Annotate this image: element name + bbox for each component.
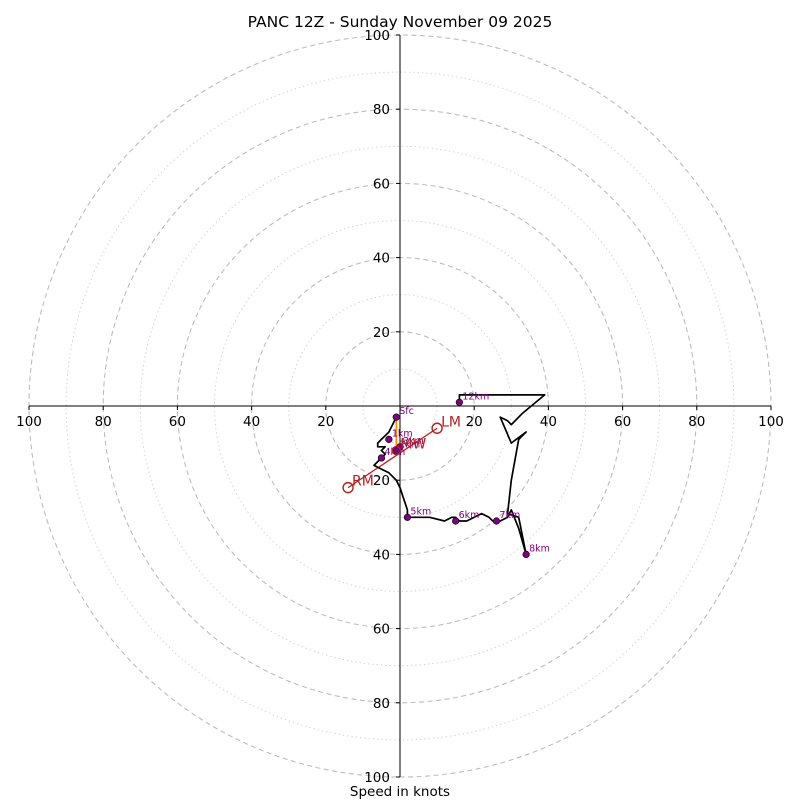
height-label-2km: 2km bbox=[399, 440, 420, 451]
x-tick-label: 40 bbox=[540, 414, 557, 430]
storm-marker-mw bbox=[391, 445, 401, 456]
storm-motion-markers: LM RM MW bbox=[342, 414, 461, 494]
axes bbox=[29, 35, 771, 777]
storm-label-rm: RM bbox=[352, 474, 374, 490]
chart-title: PANC 12Z - Sunday November 09 2025 bbox=[248, 13, 553, 31]
x-tick-label: 20 bbox=[317, 414, 334, 430]
storm-marker-rm bbox=[342, 481, 354, 494]
height-marker-12km bbox=[455, 398, 463, 406]
y-tick-label: 60 bbox=[373, 176, 390, 192]
x-tick-label: 60 bbox=[169, 414, 186, 430]
x-tick-label: 60 bbox=[614, 414, 631, 430]
height-label-4km: 4km bbox=[384, 447, 405, 458]
x-tick-label: 80 bbox=[688, 414, 705, 430]
height-marker-6km bbox=[452, 517, 460, 525]
height-marker-5km bbox=[403, 513, 412, 521]
y-tick-label: 80 bbox=[373, 102, 390, 118]
height-label-sfc: Sfc bbox=[399, 406, 414, 417]
height-marker-4km bbox=[377, 454, 386, 462]
tick-labels: 100 80 60 40 20 20 40 60 80 100 100 80 60 40 20 20 40 60 8… bbox=[16, 28, 784, 786]
y-tick-label: 80 bbox=[373, 696, 390, 712]
y-tick-label: 20 bbox=[373, 473, 390, 489]
shear-vectors bbox=[347, 417, 438, 489]
height-label-5km: 5km bbox=[410, 506, 431, 517]
y-tick-label: 60 bbox=[373, 622, 390, 638]
height-label-3km: 3km bbox=[403, 436, 424, 447]
y-tick-label: 40 bbox=[373, 547, 390, 563]
height-label-7km: 7km bbox=[499, 510, 520, 521]
x-tick-label: 40 bbox=[243, 414, 260, 430]
height-marker-sfc bbox=[392, 413, 400, 421]
storm-label-lm: LM bbox=[441, 414, 461, 430]
height-label-12km: 12km bbox=[462, 391, 489, 402]
height-marker-1km bbox=[385, 435, 393, 443]
bunkers-vector bbox=[347, 427, 438, 489]
x-tick-label: 100 bbox=[16, 414, 42, 430]
height-label-8km: 8km bbox=[529, 543, 550, 554]
storm-label-mw: MW bbox=[400, 437, 426, 453]
y-tick-label: 20 bbox=[373, 325, 390, 341]
storm-marker-lm bbox=[431, 422, 443, 434]
x-tick-label: 100 bbox=[758, 414, 784, 430]
y-tick-label: 40 bbox=[373, 251, 390, 267]
height-marker-8km bbox=[522, 550, 530, 559]
x-tick-label: 80 bbox=[95, 414, 112, 430]
y-tick-label: 100 bbox=[364, 770, 390, 786]
height-label-6km: 6km bbox=[459, 510, 480, 521]
y-tick-label: 100 bbox=[364, 28, 390, 44]
height-label-1km: 1km bbox=[392, 428, 413, 439]
height-marker-7km bbox=[492, 517, 501, 525]
x-tick-label: 20 bbox=[466, 414, 483, 430]
x-axis-label: Speed in knots bbox=[350, 784, 450, 800]
